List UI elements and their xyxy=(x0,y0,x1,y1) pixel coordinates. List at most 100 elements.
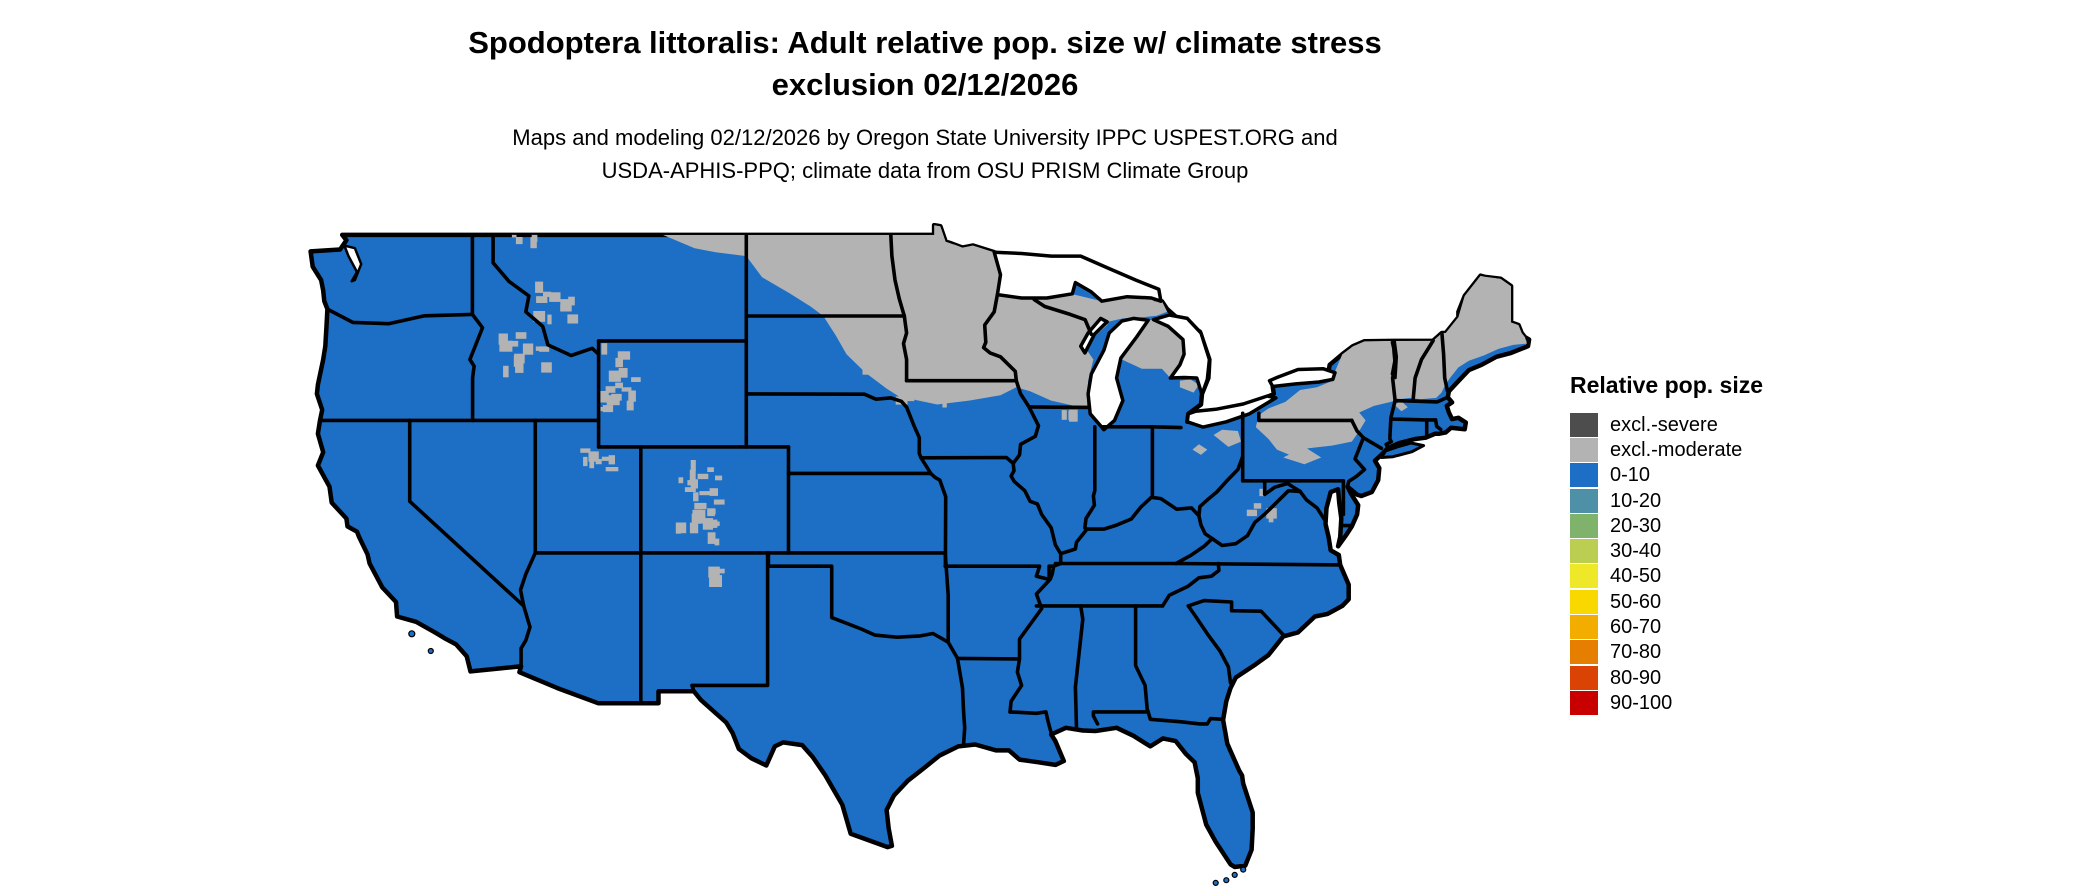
exclusion-speckle xyxy=(605,386,616,393)
legend-swatch xyxy=(1570,513,1598,538)
state-border-line xyxy=(901,314,909,383)
exclusion-speckle xyxy=(906,380,919,391)
legend-title: Relative pop. size xyxy=(1570,372,1764,398)
exclusion-speckle xyxy=(543,291,552,297)
exclusion-speckle xyxy=(588,451,599,462)
exclusion-speckle xyxy=(879,343,885,350)
exclusion-speckle xyxy=(601,343,608,355)
subtitle-line-2: USDA-APHIS-PPQ; climate data from OSU PR… xyxy=(601,158,1249,183)
state-border-line xyxy=(1186,604,1233,685)
legend-item: 0-10 xyxy=(1570,463,1830,488)
exclusion-speckle xyxy=(628,390,636,402)
exclusion-speckle xyxy=(499,340,513,352)
legend-item: excl.-severe xyxy=(1570,412,1830,437)
legend-item: 40-50 xyxy=(1570,564,1830,589)
state-border-line xyxy=(919,455,1015,466)
exclusion-speckle xyxy=(697,473,709,480)
state-border-line xyxy=(1393,395,1450,404)
exclusion-speckle xyxy=(902,391,915,402)
exclusion-moderate-region xyxy=(498,225,1527,587)
legend-label: 40-50 xyxy=(1610,565,1662,588)
legend-label: 90-100 xyxy=(1610,691,1673,714)
legend-label: excl.-moderate xyxy=(1610,438,1743,461)
exclusion-speckle xyxy=(522,343,534,355)
exclusion-speckle xyxy=(498,333,508,345)
exclusion-speckle xyxy=(513,355,524,367)
state-borders xyxy=(318,233,1450,747)
exclusion-speckle xyxy=(615,382,623,389)
legend-label: 70-80 xyxy=(1610,641,1662,664)
state-border-line xyxy=(981,292,1063,714)
exclusion-speckle xyxy=(684,487,696,492)
exclusion-patch xyxy=(1255,275,1527,455)
title-line-1: Spodoptera littoralis: Adult relative po… xyxy=(468,25,1382,60)
legend-item: 60-70 xyxy=(1570,614,1830,640)
exclusion-speckle xyxy=(580,448,591,453)
exclusion-speckle xyxy=(530,237,537,249)
legend-item: excl.-moderate xyxy=(1570,437,1830,462)
exclusion-speckle xyxy=(715,475,723,481)
legend-label: 0-10 xyxy=(1610,464,1651,487)
state-border-line xyxy=(1361,435,1384,451)
state-border-line xyxy=(744,392,909,409)
exclusion-speckle xyxy=(536,296,548,303)
exclusion-speckle xyxy=(709,575,722,587)
exclusion-speckle xyxy=(618,368,628,378)
state-border-line xyxy=(1083,425,1097,530)
exclusion-speckle xyxy=(567,314,579,324)
island xyxy=(1212,879,1219,887)
exclusion-patch xyxy=(1120,319,1185,378)
legend-swatch xyxy=(1570,640,1598,665)
state-border-line xyxy=(1174,561,1345,567)
exclusion-speckle xyxy=(539,346,550,352)
exclusion-speckle xyxy=(541,362,552,373)
exclusion-patch xyxy=(1283,446,1322,465)
exclusion-speckle xyxy=(503,365,509,378)
exclusion-speckle xyxy=(680,522,687,534)
exclusion-patch xyxy=(1192,444,1208,455)
exclusion-speckle xyxy=(709,508,716,515)
water-body xyxy=(1267,367,1337,389)
island xyxy=(1223,877,1230,884)
exclusion-speckle xyxy=(1268,515,1274,523)
exclusion-speckle xyxy=(626,400,634,411)
state-border-line xyxy=(1257,411,1354,423)
state-border-line xyxy=(766,551,950,644)
legend-item: 80-90 xyxy=(1570,665,1830,690)
exclusion-speckle xyxy=(713,499,725,505)
exclusion-speckle xyxy=(605,467,619,472)
page-title: Spodoptera littoralis: Adult relative po… xyxy=(0,22,1850,106)
state-border-line xyxy=(1411,338,1435,403)
state-border-line xyxy=(1091,710,1150,726)
exclusion-speckle xyxy=(1253,503,1262,509)
legend-swatch xyxy=(1570,589,1598,614)
exclusion-speckle xyxy=(560,304,572,312)
exclusion-speckle xyxy=(560,299,569,306)
exclusion-speckle xyxy=(693,514,700,520)
chart-header: Spodoptera littoralis: Adult relative po… xyxy=(0,22,1850,187)
exclusion-patch xyxy=(662,225,1168,407)
state-border-line xyxy=(889,233,907,318)
exclusion-speckle xyxy=(714,538,720,546)
state-border-line xyxy=(1058,454,1245,556)
exclusion-speckle xyxy=(871,359,885,365)
legend-item: 70-80 xyxy=(1570,640,1830,665)
exclusion-speckle xyxy=(699,491,711,496)
state-border-line xyxy=(943,564,1056,582)
exclusion-speckle xyxy=(1069,409,1078,422)
island xyxy=(1231,871,1238,879)
exclusion-speckle xyxy=(708,566,720,578)
state-border-line xyxy=(1100,425,1183,430)
exclusion-speckle xyxy=(707,532,716,544)
legend-swatch xyxy=(1570,539,1598,564)
water-body xyxy=(343,244,363,283)
exclusion-speckle xyxy=(601,456,612,461)
long-island xyxy=(1379,441,1426,459)
exclusion-speckle xyxy=(1259,488,1266,497)
title-line-2: exclusion 02/12/2026 xyxy=(771,67,1079,102)
exclusion-speckle xyxy=(689,469,696,481)
water-body xyxy=(1185,394,1278,429)
state-border-line xyxy=(1262,479,1302,497)
legend-swatch xyxy=(1570,463,1598,488)
